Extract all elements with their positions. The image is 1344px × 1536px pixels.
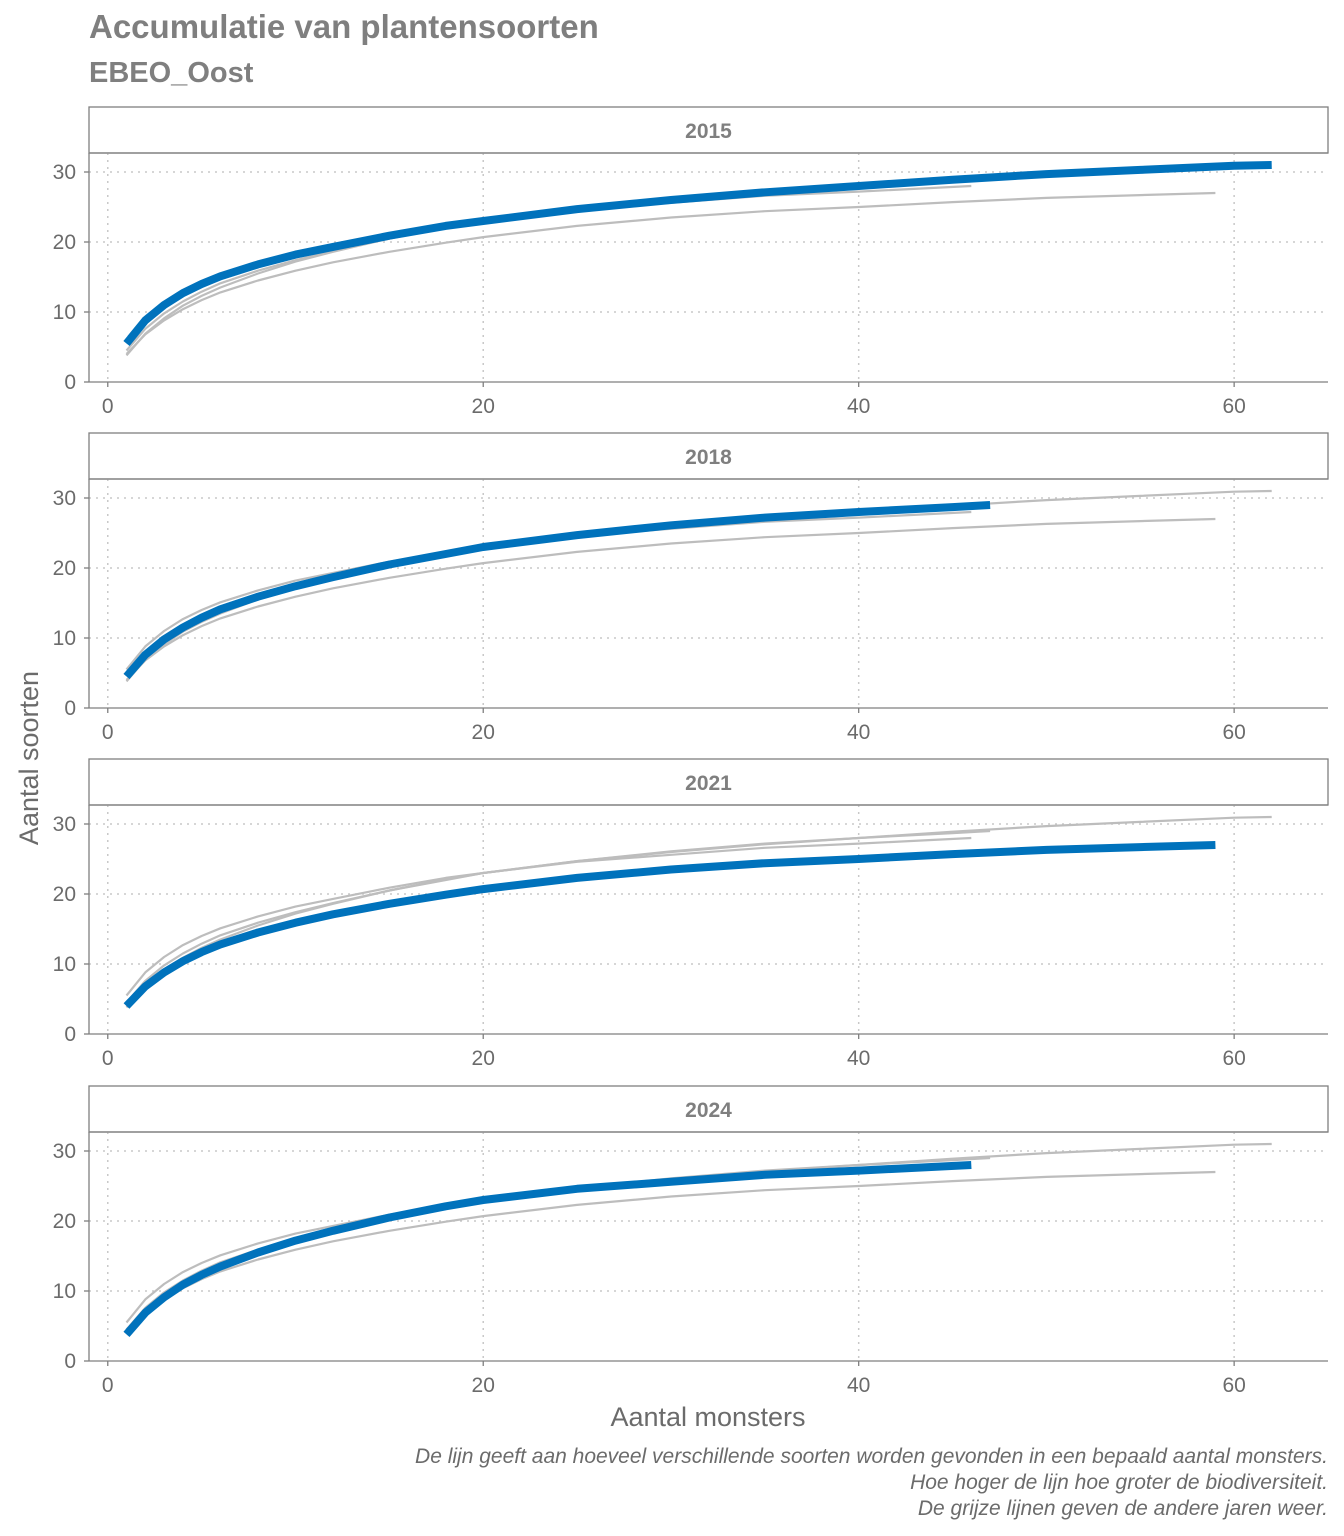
x-tick-label: 0: [102, 1374, 114, 1397]
facet-strip: [88, 1085, 1329, 1133]
facet-strip-label: 2018: [685, 446, 732, 469]
y-tick-label: 0: [64, 1350, 76, 1373]
facet-panel-2021: 2021 0 10 20 30 0 20 40 60: [53, 758, 1329, 1070]
x-tick-label: 0: [102, 1047, 114, 1070]
series-line-highlight-2024: [123, 1161, 972, 1338]
series-line-other-2021: [125, 1170, 1216, 1334]
x-tick-label: 60: [1222, 721, 1245, 744]
x-tick-label: 20: [472, 1047, 495, 1070]
chart-title: Accumulatie van plantensoorten: [89, 8, 599, 45]
facet-strip-label: 2024: [685, 1099, 732, 1122]
series-line-other-2021: [125, 191, 1216, 355]
y-tick-label: 20: [53, 1210, 76, 1233]
x-tick-label: 60: [1222, 395, 1245, 418]
y-tick-label: 0: [64, 371, 76, 394]
series-line-other-2015: [125, 815, 1272, 997]
facet-strip-label: 2015: [685, 120, 732, 143]
x-tick-label: 40: [847, 395, 870, 418]
caption-line-2: Hoe hoger de lijn hoe groter de biodiver…: [910, 1471, 1328, 1494]
series-line-other-2015: [125, 1142, 1272, 1324]
x-axis-label: Aantal monsters: [610, 1402, 805, 1432]
y-axis-label: Aantal soorten: [14, 671, 44, 845]
x-tick-label: 60: [1222, 1374, 1245, 1397]
y-tick-label: 30: [53, 487, 76, 510]
x-tick-label: 40: [847, 1374, 870, 1397]
series-line-other-2015: [125, 489, 1272, 671]
facet-strip: [88, 758, 1329, 806]
y-tick-label: 20: [53, 883, 76, 906]
y-tick-label: 30: [53, 161, 76, 184]
x-tick-label: 40: [847, 1047, 870, 1070]
y-tick-label: 10: [53, 953, 76, 976]
y-tick-label: 30: [53, 1140, 76, 1163]
series-line-other-2021: [125, 517, 1216, 681]
x-tick-label: 60: [1222, 1047, 1245, 1070]
facet-panel-2018: 2018 0 10 20 30 0 20 40 60: [53, 432, 1329, 744]
y-tick-label: 0: [64, 1023, 76, 1046]
y-tick-label: 20: [53, 557, 76, 580]
x-tick-label: 0: [102, 395, 114, 418]
y-tick-label: 0: [64, 697, 76, 720]
x-tick-label: 0: [102, 721, 114, 744]
chart-subtitle: EBEO_Oost: [89, 57, 254, 89]
x-tick-label: 20: [472, 1374, 495, 1397]
series-line-highlight-2015: [123, 161, 1272, 347]
caption-line-1: De lijn geeft aan hoeveel verschillende …: [415, 1445, 1328, 1468]
y-tick-label: 10: [53, 1280, 76, 1303]
x-tick-label: 20: [472, 395, 495, 418]
x-tick-label: 40: [847, 721, 870, 744]
caption: De lijn geeft aan hoeveel verschillende …: [415, 1444, 1328, 1522]
y-tick-label: 10: [53, 627, 76, 650]
caption-line-3: De grijze lijnen geven de andere jaren w…: [917, 1497, 1328, 1520]
series-line-highlight-2021: [123, 841, 1216, 1009]
facet-strip-label: 2021: [685, 772, 732, 795]
y-tick-label: 10: [53, 301, 76, 324]
y-tick-label: 20: [53, 231, 76, 254]
x-tick-label: 20: [472, 721, 495, 744]
series-line-highlight-2018: [123, 501, 991, 680]
facet-panel-2024: 2024 0 10 20 30 0 20 40 60: [53, 1085, 1329, 1397]
y-tick-label: 30: [53, 813, 76, 836]
facet-panel-2015: 2015 0 10 20 30 0 20 40 60: [53, 106, 1329, 418]
